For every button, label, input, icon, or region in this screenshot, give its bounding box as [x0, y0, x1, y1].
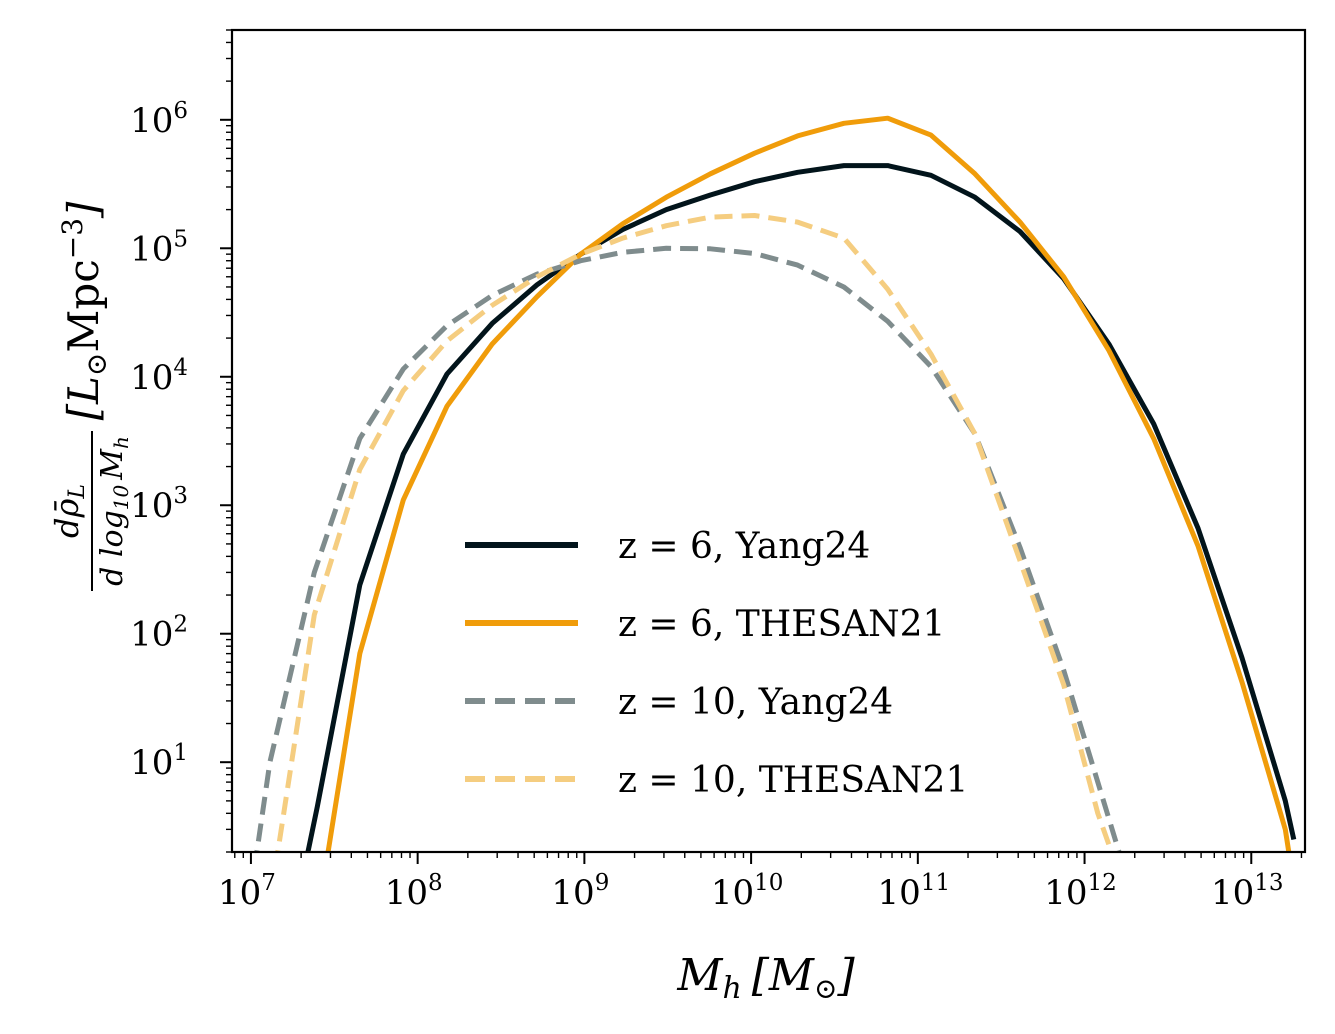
y-label-num-sub: L — [65, 484, 90, 500]
y-label-den-main: d log — [95, 510, 130, 586]
y-tick-label-4: 104 — [130, 355, 188, 398]
y-label-unit-end: ] — [59, 201, 108, 219]
legend-label-1: z = 6, Yang24 — [618, 526, 870, 567]
y-label-unit-open: [L — [59, 376, 108, 420]
plot-frame — [230, 28, 1307, 854]
series-line-1 — [305, 163, 1297, 852]
legend-label-2: z = 6, THESAN21 — [618, 604, 945, 645]
axis-ticks — [220, 29, 1303, 864]
legend-label-3: z = 10, Yang24 — [618, 682, 893, 723]
series-line-3 — [254, 245, 1122, 852]
x-tick-label-1: 107 — [218, 870, 276, 913]
y-label-numerator: dρ̄L — [48, 484, 90, 538]
y-axis-label: dρ̄L d log10 Mh [L⊙Mpc−3] — [48, 201, 133, 591]
y-label-den-var: M — [95, 448, 130, 481]
x-tick-label-5: 1011 — [878, 870, 951, 913]
series-line-2 — [325, 115, 1292, 852]
y-tick-label-3: 103 — [130, 483, 188, 526]
y-tick-label-1: 101 — [130, 740, 188, 783]
y-label-num-main: dρ̄ — [48, 498, 86, 537]
x-label-main: M — [676, 950, 723, 1001]
x-label-unit-sub: ⊙ — [814, 972, 837, 1005]
y-label-denominator: d log10 Mh — [95, 436, 133, 586]
x-tick-label-2: 108 — [385, 870, 443, 913]
x-tick-label-4: 1010 — [711, 870, 784, 913]
y-tick-label-5: 105 — [130, 226, 188, 269]
plot-area — [254, 115, 1297, 852]
x-label-unit: [M — [752, 950, 815, 1001]
y-label-den-sub: 10 — [109, 485, 133, 511]
legend: z = 6, Yang24 z = 6, THESAN21 z = 10, Yang… — [465, 526, 968, 801]
y-label-unit-sub: ⊙ — [80, 353, 113, 376]
axis-tick-labels: 107 108 109 1010 1011 1012 1013 101 102 103 104 105… — [130, 98, 1283, 913]
x-label-sub: h — [722, 971, 741, 1006]
legend-label-4: z = 10, THESAN21 — [618, 760, 968, 801]
x-label-unit-end: ] — [836, 950, 855, 1001]
x-tick-label-6: 1012 — [1044, 870, 1117, 913]
series-line-4 — [275, 213, 1114, 852]
y-label-den-var-sub: h — [109, 436, 133, 449]
x-tick-label-3: 109 — [551, 870, 609, 913]
y-label-unit-sup: −3 — [56, 218, 89, 259]
y-label-unit-mid: Mpc — [59, 259, 108, 352]
y-tick-label-6: 106 — [130, 98, 188, 141]
x-axis-label: Mh [M⊙] — [676, 950, 855, 1006]
y-label-unit: [L⊙Mpc−3] — [56, 201, 113, 420]
y-tick-label-2: 102 — [130, 612, 188, 655]
x-tick-label-7: 1013 — [1211, 870, 1284, 913]
